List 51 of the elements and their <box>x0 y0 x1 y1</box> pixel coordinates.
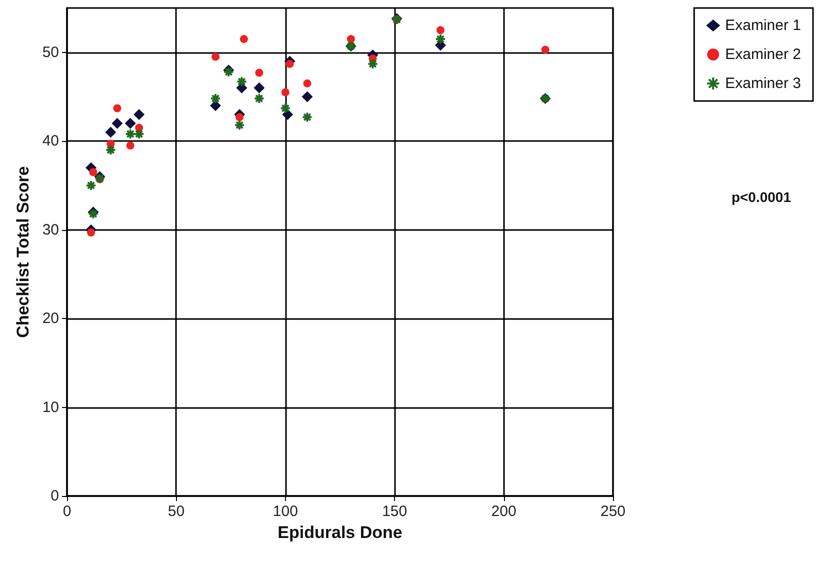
point <box>89 168 98 176</box>
point <box>303 79 312 88</box>
x-tick-label: 100 <box>272 503 298 520</box>
point <box>210 100 222 112</box>
point <box>436 26 444 34</box>
point <box>254 82 265 94</box>
point <box>105 144 116 156</box>
y-tick-label: 10 <box>42 398 59 416</box>
point <box>434 34 446 45</box>
point <box>86 180 97 191</box>
point <box>240 35 248 44</box>
point <box>126 142 134 150</box>
point <box>234 120 246 131</box>
y-axis-title: Checklist Total Score <box>13 166 32 338</box>
point <box>367 58 378 70</box>
point <box>134 128 145 140</box>
point <box>105 126 116 138</box>
point <box>302 112 313 123</box>
point <box>280 102 291 114</box>
point <box>346 35 355 44</box>
point <box>212 52 220 61</box>
point <box>112 118 123 129</box>
point <box>286 60 294 68</box>
y-tick-label: 50 <box>42 44 59 61</box>
x-tick-label: 150 <box>382 503 408 520</box>
x-tick-label: 250 <box>600 503 626 520</box>
point <box>113 104 122 112</box>
legend-label: Examiner 1 <box>725 17 802 34</box>
x-tick-label: 50 <box>168 503 185 520</box>
y-tick-label: 0 <box>50 488 59 504</box>
y-tick-label: 30 <box>42 221 59 238</box>
point <box>541 46 550 54</box>
legend-label: Examiner 2 <box>725 46 802 63</box>
point <box>87 228 96 236</box>
point <box>134 108 145 120</box>
point <box>281 88 290 96</box>
point <box>210 93 222 104</box>
point <box>236 113 244 122</box>
point <box>254 93 265 104</box>
text: p<0.0001 <box>731 189 792 205</box>
point <box>124 128 136 140</box>
x-axis-title: Epidurals Done <box>278 523 402 542</box>
legend-label: Examiner 3 <box>725 75 802 92</box>
y-tick-label: 40 <box>42 132 59 150</box>
x-tick-label: 200 <box>491 503 516 520</box>
y-tick-label: 20 <box>42 310 59 328</box>
point <box>236 76 248 88</box>
x-tick-label: 0 <box>62 503 72 520</box>
point <box>124 118 136 129</box>
point <box>255 68 264 77</box>
point <box>302 91 313 102</box>
